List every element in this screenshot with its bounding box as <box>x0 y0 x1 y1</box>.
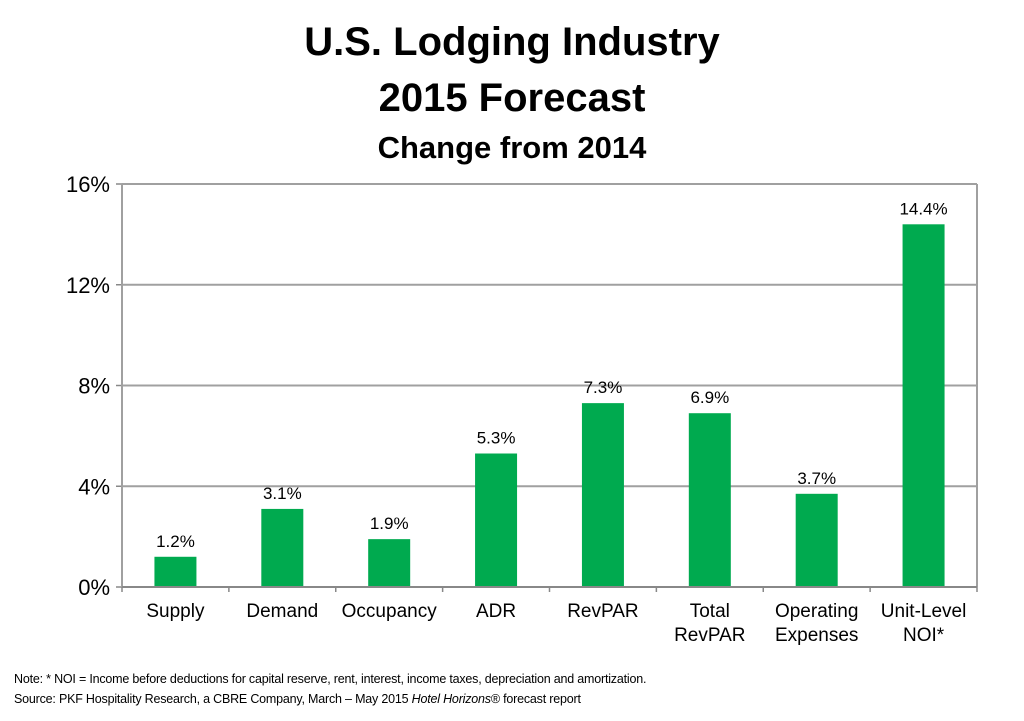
x-tick-label: Expenses <box>775 625 858 646</box>
chart-subtitle: Change from 2014 <box>377 130 647 165</box>
x-tick-label: Unit-Level <box>881 601 967 622</box>
bar <box>581 403 624 587</box>
data-label: 1.9% <box>370 514 409 533</box>
y-tick-label: 8% <box>78 374 110 399</box>
x-tick-label: NOI* <box>903 625 945 646</box>
bar <box>154 556 197 587</box>
bar <box>688 413 731 587</box>
y-tick-label: 12% <box>66 273 110 298</box>
data-label: 3.1% <box>263 484 302 503</box>
bar <box>261 508 304 587</box>
x-tick-label: Total <box>690 601 730 622</box>
source-prefix: Source: PKF Hospitality Research, a CBRE… <box>14 692 412 706</box>
data-label: 5.3% <box>477 429 516 448</box>
x-tick-label: RevPAR <box>567 601 638 622</box>
y-tick-label: 0% <box>78 575 110 600</box>
source-note: Source: PKF Hospitality Research, a CBRE… <box>14 692 581 706</box>
data-label: 1.2% <box>156 532 195 551</box>
chart-title: U.S. Lodging Industry <box>304 20 720 64</box>
x-tick-label: Occupancy <box>342 601 438 622</box>
y-tick-label: 16% <box>66 172 110 197</box>
bar <box>795 493 838 587</box>
data-label: 7.3% <box>584 378 623 397</box>
bar <box>475 453 518 587</box>
data-label: 6.9% <box>690 388 729 407</box>
chart-title-line2: 2015 Forecast <box>378 76 646 120</box>
footnote: Note: * NOI = Income before deductions f… <box>14 672 647 686</box>
data-label: 3.7% <box>797 469 836 488</box>
x-tick-label: RevPAR <box>674 625 745 646</box>
source-suffix: ® forecast report <box>490 692 581 706</box>
bar <box>902 224 945 588</box>
data-label: 14.4% <box>899 199 947 218</box>
x-tick-label: Operating <box>775 601 858 622</box>
bar <box>368 539 411 587</box>
source-italic: Hotel Horizons <box>411 692 491 706</box>
x-tick-label: Demand <box>246 601 318 622</box>
x-tick-label: Supply <box>146 601 205 622</box>
y-tick-label: 4% <box>78 474 110 499</box>
x-tick-label: ADR <box>476 601 516 622</box>
